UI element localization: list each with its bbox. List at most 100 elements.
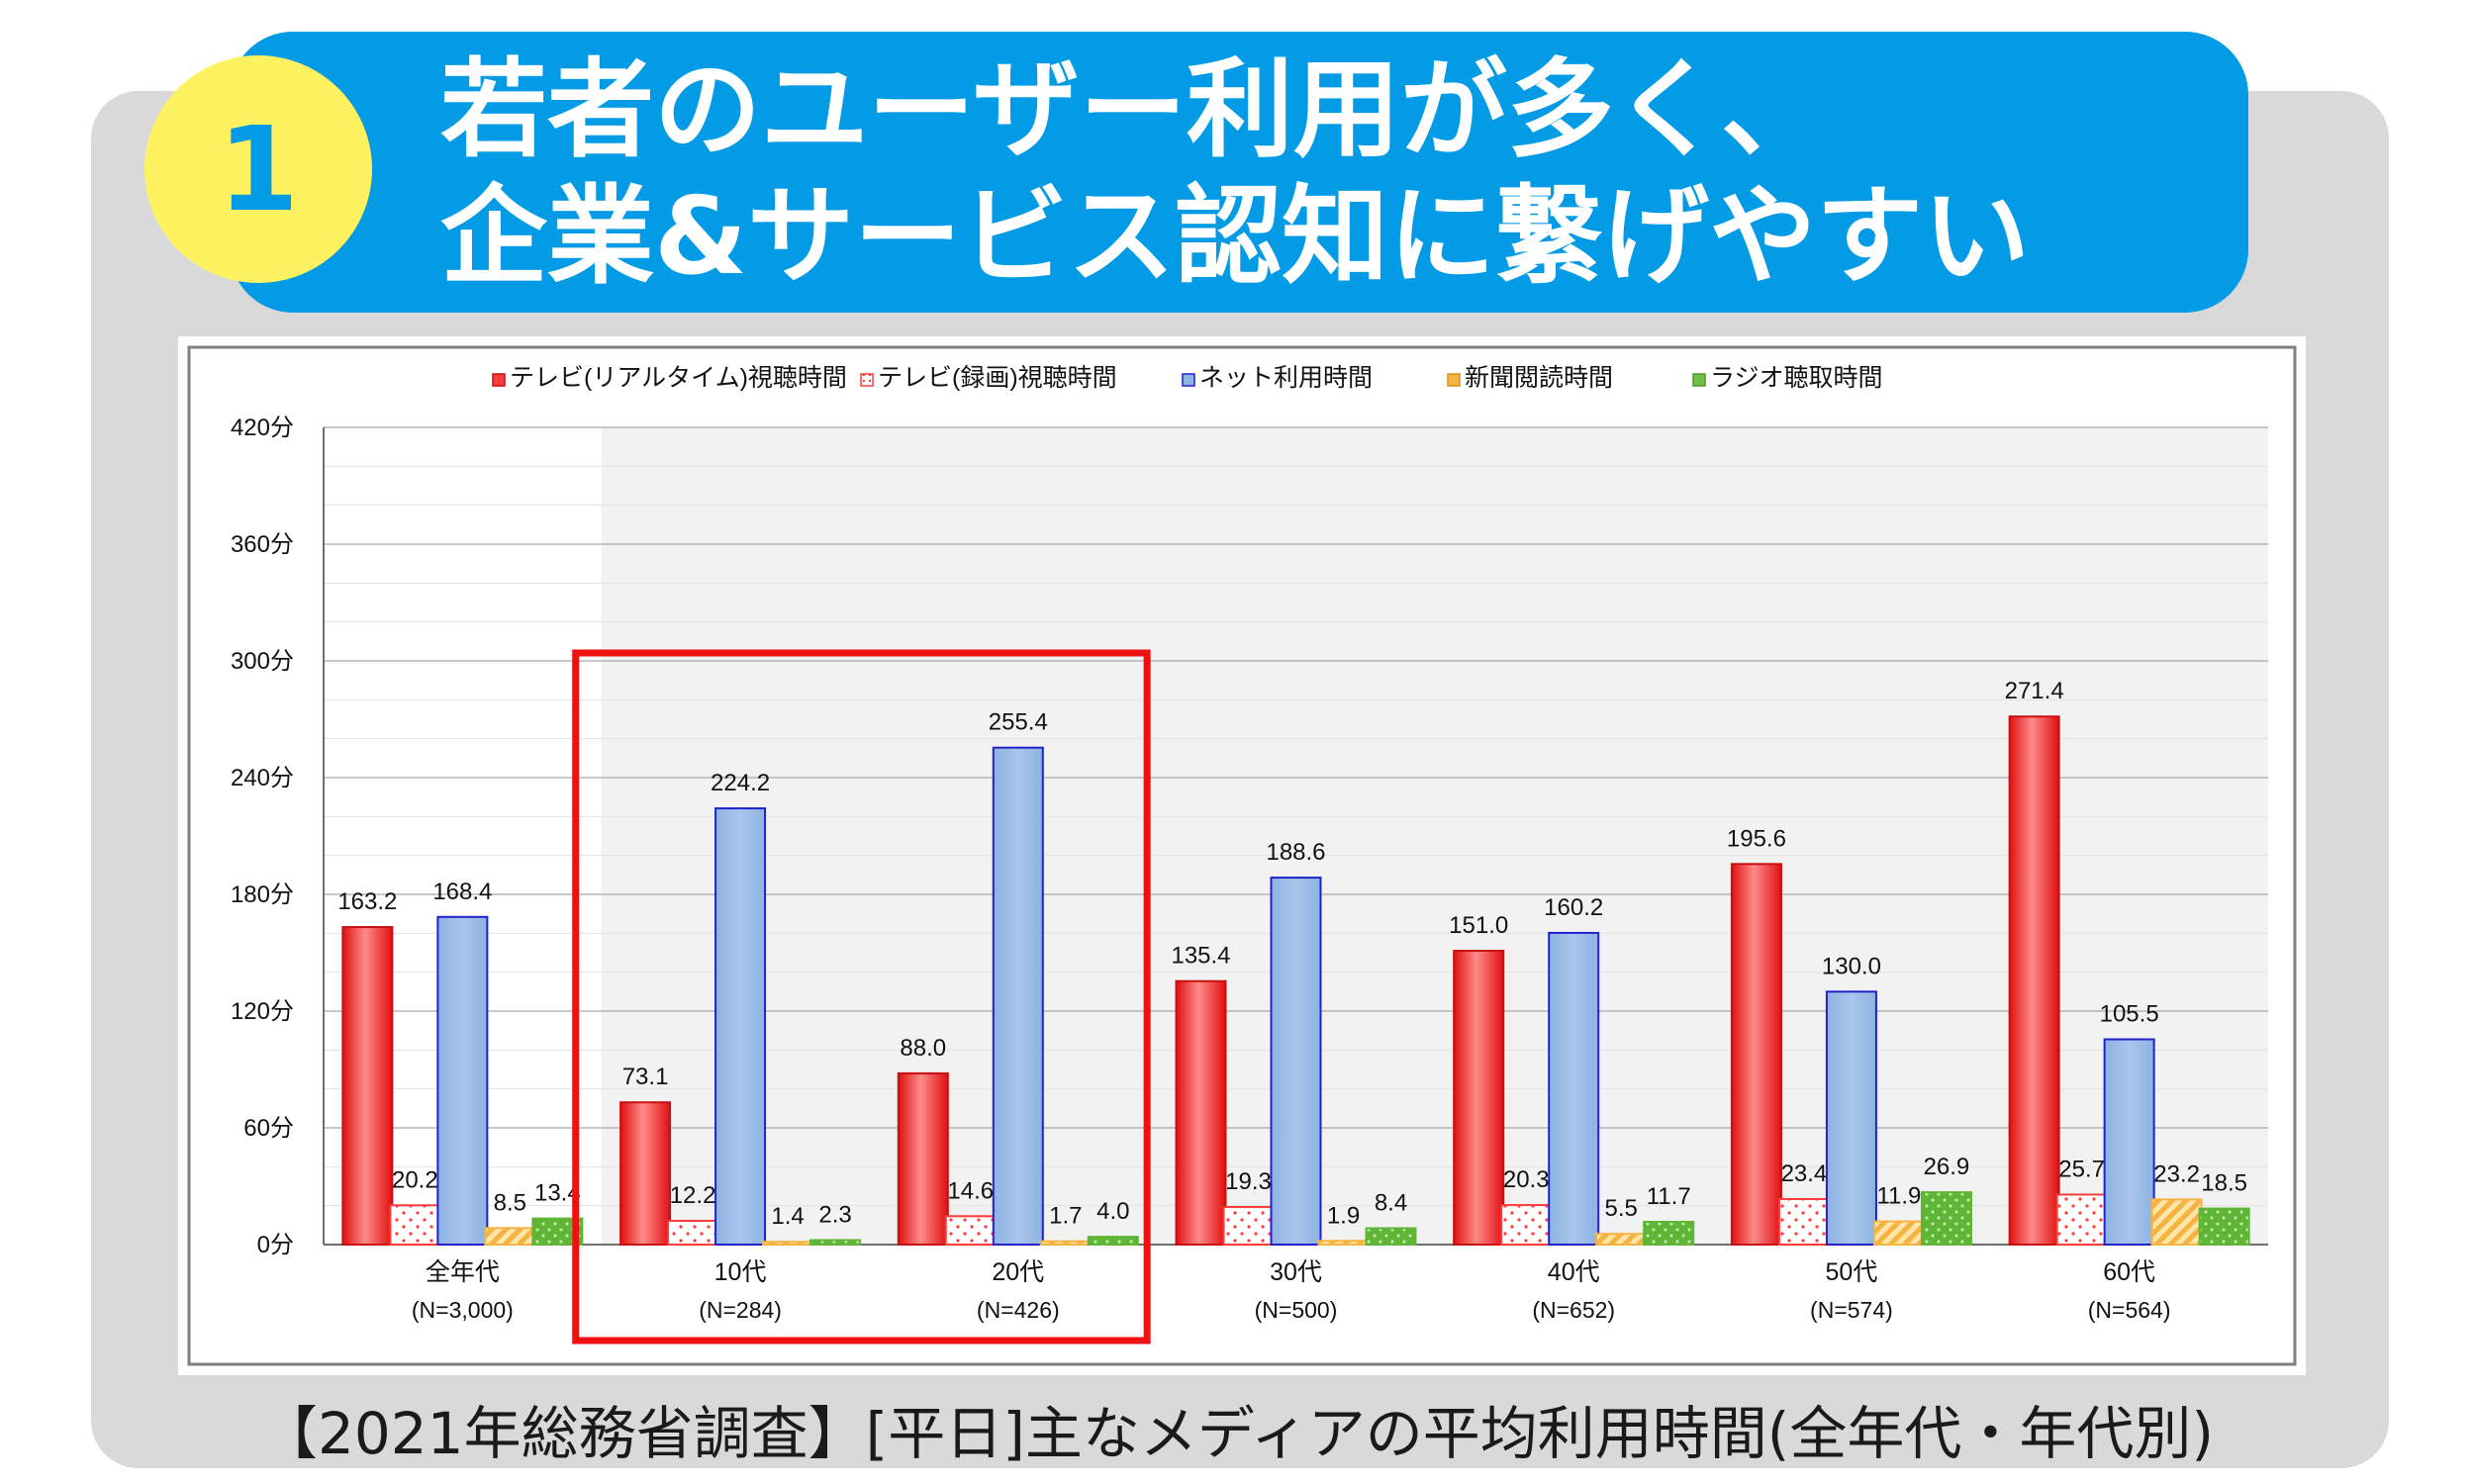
- data-label-1-3: 19.3: [1225, 1168, 1272, 1195]
- data-label-3-1: 1.4: [771, 1203, 804, 1230]
- category-label: 全年代: [426, 1258, 500, 1286]
- bar-1-1: [667, 1220, 719, 1246]
- y-tick-label: 60分: [243, 1115, 294, 1142]
- bar-3-0: [484, 1227, 536, 1246]
- bar-2-1: [714, 807, 767, 1246]
- data-label-0-4: 151.0: [1449, 912, 1508, 939]
- bar-2-6: [2103, 1038, 2155, 1246]
- y-tick-label: 0分: [257, 1232, 294, 1258]
- category-n-label: (N=3,000): [412, 1297, 514, 1323]
- data-label-2-2: 255.4: [989, 709, 1048, 736]
- headline-line-2: 企業&サービス認知に繋げやすい: [440, 175, 2031, 299]
- data-label-0-3: 135.4: [1171, 943, 1230, 970]
- data-label-0-2: 88.0: [900, 1035, 946, 1062]
- legend-marker-0: [492, 373, 506, 387]
- data-label-2-3: 188.6: [1266, 839, 1325, 866]
- chart-caption: 【2021年総務省調査】[平日]主なメディアの平均利用時間(全年代・年代別): [259, 1400, 2215, 1467]
- bar-0-2: [897, 1071, 949, 1247]
- data-label-3-2: 1.7: [1049, 1203, 1082, 1230]
- category-label: 10代: [714, 1258, 767, 1286]
- bar-0-5: [1730, 863, 1782, 1246]
- category-n-label: (N=426): [977, 1297, 1060, 1323]
- bar-1-6: [2055, 1193, 2108, 1246]
- category-label: 60代: [2103, 1258, 2155, 1286]
- data-label-1-1: 12.2: [670, 1182, 716, 1209]
- legend-marker-1: [860, 373, 874, 387]
- bar-3-4: [1595, 1233, 1648, 1247]
- bar-0-6: [2008, 715, 2060, 1247]
- data-label-0-6: 271.4: [2005, 678, 2064, 704]
- data-label-0-0: 163.2: [337, 888, 397, 915]
- media-usage-bar-chart: 0分 60分 120分 180分 240分 300分 360分 420分 テレビ(リアルタイム)…: [187, 345, 2297, 1366]
- bar-4-3: [1365, 1227, 1417, 1246]
- bar-1-4: [1500, 1204, 1553, 1246]
- bar-1-2: [944, 1215, 997, 1247]
- bar-4-4: [1643, 1220, 1695, 1246]
- data-label-2-6: 105.5: [2100, 1001, 2159, 1028]
- data-label-1-4: 20.3: [1503, 1166, 1550, 1193]
- y-tick-label: 420分: [231, 415, 294, 441]
- bar-4-2: [1087, 1236, 1139, 1247]
- legend-marker-4: [1692, 373, 1706, 387]
- bar-3-6: [2150, 1198, 2203, 1247]
- bar-2-4: [1548, 931, 1600, 1246]
- bar-1-3: [1222, 1206, 1275, 1246]
- bar-0-4: [1453, 950, 1505, 1246]
- bar-0-0: [341, 926, 394, 1246]
- category-n-label: (N=652): [1532, 1297, 1615, 1323]
- bar-1-0: [389, 1204, 441, 1246]
- category-n-label: (N=500): [1255, 1297, 1338, 1323]
- bar-4-5: [1920, 1191, 1972, 1247]
- legend-label-4: ラジオ聴取時間: [1710, 364, 1883, 392]
- legend-label-0: テレビ(リアルタイム)視聴時間: [510, 364, 847, 392]
- bar-4-1: [809, 1239, 862, 1247]
- bar-2-0: [436, 915, 489, 1247]
- data-label-2-4: 160.2: [1544, 894, 1603, 921]
- legend-label-1: テレビ(録画)視聴時間: [878, 364, 1117, 392]
- category-label: 40代: [1548, 1258, 1600, 1286]
- highlight-box: [572, 649, 1151, 1345]
- number-badge: 1: [144, 55, 372, 283]
- bar-3-1: [762, 1241, 814, 1246]
- data-label-3-0: 8.5: [494, 1189, 526, 1216]
- data-label-3-3: 1.9: [1327, 1202, 1360, 1229]
- data-label-3-5: 11.9: [1876, 1183, 1921, 1210]
- category-n-label: (N=564): [2088, 1297, 2171, 1323]
- data-label-1-5: 23.4: [1781, 1160, 1828, 1187]
- bar-3-2: [1039, 1240, 1092, 1247]
- data-label-3-6: 23.2: [2153, 1160, 2200, 1187]
- bar-3-3: [1317, 1240, 1370, 1246]
- data-label-1-2: 14.6: [947, 1177, 994, 1204]
- category-label: 30代: [1270, 1258, 1322, 1286]
- data-label-0-1: 73.1: [622, 1064, 669, 1090]
- data-label-2-5: 130.0: [1822, 953, 1881, 979]
- data-label-4-1: 2.3: [818, 1201, 851, 1228]
- data-label-4-5: 26.9: [1924, 1154, 1970, 1180]
- data-label-2-1: 224.2: [711, 770, 770, 796]
- data-label-4-6: 18.5: [2201, 1170, 2247, 1197]
- category-n-label: (N=574): [1810, 1297, 1893, 1323]
- y-tick-label: 240分: [231, 765, 294, 791]
- category-label: 20代: [992, 1258, 1044, 1286]
- legend-marker-2: [1182, 373, 1195, 387]
- y-tick-label: 300分: [231, 648, 294, 675]
- category-n-label: (N=284): [699, 1297, 782, 1323]
- data-label-1-6: 25.7: [2058, 1156, 2105, 1182]
- bar-1-5: [1777, 1197, 1830, 1246]
- bar-0-1: [619, 1101, 672, 1247]
- data-label-4-4: 11.7: [1647, 1183, 1691, 1210]
- bar-2-5: [1825, 990, 1877, 1246]
- category-label: 50代: [1826, 1258, 1878, 1286]
- bar-2-3: [1270, 877, 1322, 1246]
- data-label-3-4: 5.5: [1605, 1195, 1638, 1222]
- legend-marker-3: [1447, 373, 1461, 387]
- bar-0-3: [1175, 979, 1227, 1246]
- headline-banner: [230, 32, 2248, 313]
- data-label-1-0: 20.2: [392, 1166, 438, 1193]
- y-tick-label: 120分: [231, 998, 294, 1025]
- legend-label-2: ネット利用時間: [1199, 364, 1373, 392]
- y-tick-label: 180分: [231, 881, 294, 908]
- bar-3-5: [1872, 1220, 1925, 1247]
- chart-container: 0分 60分 120分 180分 240分 300分 360分 420分 テレビ(リアルタイム)…: [178, 336, 2306, 1375]
- headline-line-1: 若者のユーザー利用が多く、: [440, 48, 1828, 172]
